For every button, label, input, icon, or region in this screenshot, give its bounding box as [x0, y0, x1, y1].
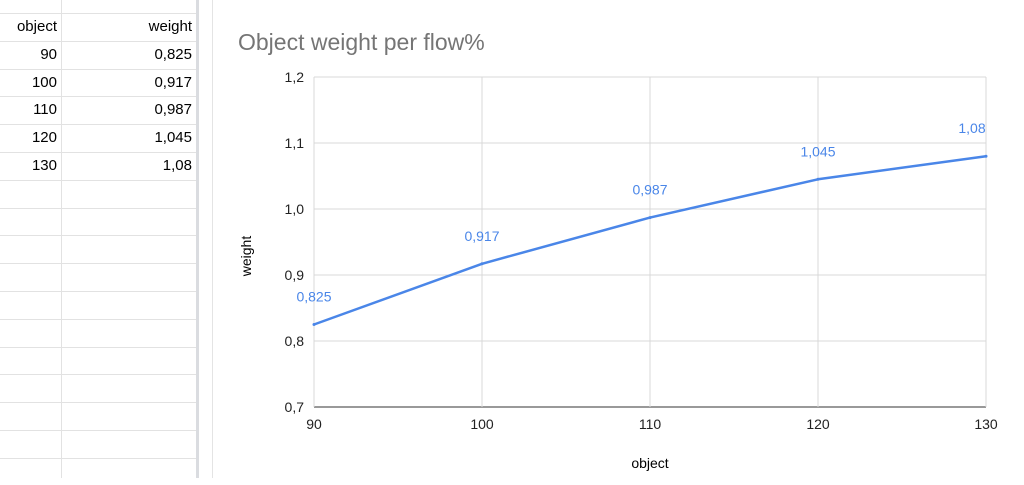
- header-cell-object[interactable]: object: [16, 18, 57, 35]
- data-point[interactable]: [816, 177, 820, 181]
- cell-object[interactable]: 120: [31, 129, 57, 146]
- data-label: 1,045: [800, 143, 835, 159]
- y-tick-label: 0,8: [285, 333, 305, 349]
- data-label: 1,08: [958, 120, 985, 136]
- cell-object[interactable]: 130: [31, 157, 57, 174]
- data-label: 0,987: [632, 182, 667, 198]
- column-divider: [61, 0, 62, 478]
- x-tick-label: 120: [806, 416, 830, 432]
- cell-weight[interactable]: 0,825: [154, 46, 192, 63]
- row-divider: [0, 180, 196, 181]
- chart-title: Object weight per flow%: [238, 29, 485, 55]
- line-chart[interactable]: Object weight per flow% 0,7 0,8 0,9 1,0 1,1 1…: [214, 0, 1024, 480]
- header-cell-weight[interactable]: weight: [148, 18, 192, 35]
- cell-weight[interactable]: 1,08: [162, 157, 192, 174]
- data-label: 0,917: [464, 228, 499, 244]
- x-tick-label: 110: [639, 416, 662, 432]
- x-tick-label: 90: [306, 416, 322, 432]
- data-point[interactable]: [480, 262, 484, 266]
- row-divider: [0, 458, 196, 459]
- cell-weight[interactable]: 1,045: [154, 129, 192, 146]
- data-label: 0,825: [296, 289, 331, 305]
- y-tick-label: 1,1: [285, 135, 305, 151]
- x-tick-label: 130: [974, 416, 998, 432]
- row-divider: [0, 235, 196, 236]
- cell-object[interactable]: 110: [33, 101, 57, 118]
- row-divider: [0, 208, 196, 209]
- column-resize-handle[interactable]: [196, 0, 199, 478]
- chart-svg: Object weight per flow% 0,7 0,8 0,9 1,0 1,1 1…: [238, 29, 998, 471]
- data-point[interactable]: [984, 154, 988, 158]
- row-divider: [0, 124, 196, 125]
- y-tick-label: 0,7: [285, 399, 305, 415]
- row-divider: [0, 41, 196, 42]
- row-divider: [0, 430, 196, 431]
- x-axis-title: object: [631, 455, 668, 471]
- x-tick-label: 100: [470, 416, 494, 432]
- cell-object[interactable]: 90: [40, 46, 57, 63]
- cell-weight[interactable]: 0,987: [154, 101, 192, 118]
- row-divider: [0, 347, 196, 348]
- y-axis-title: weight: [238, 236, 254, 278]
- y-tick-label: 1,2: [285, 69, 305, 85]
- row-divider: [0, 402, 196, 403]
- row-divider: [0, 319, 196, 320]
- row-divider: [0, 263, 196, 264]
- y-tick-label: 0,9: [285, 267, 305, 283]
- row-divider: [0, 291, 196, 292]
- row-divider: [0, 96, 196, 97]
- spreadsheet-grid[interactable]: object weight 90 0,825 100 0,917 110 0,987 120 1,…: [0, 0, 214, 480]
- row-divider: [0, 152, 196, 153]
- cell-weight[interactable]: 0,917: [154, 74, 192, 91]
- data-point[interactable]: [312, 323, 316, 326]
- cell-object[interactable]: 100: [31, 74, 57, 91]
- row-divider: [0, 13, 196, 14]
- y-tick-label: 1,0: [285, 201, 305, 217]
- row-divider: [0, 374, 196, 375]
- chart-border: [212, 0, 213, 478]
- row-divider: [0, 69, 196, 70]
- data-point[interactable]: [648, 216, 652, 220]
